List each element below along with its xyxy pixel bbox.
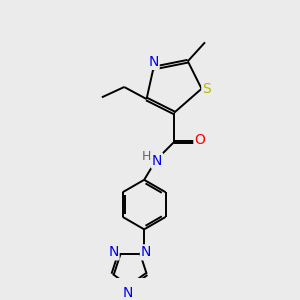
Text: O: O	[194, 133, 205, 147]
Text: H: H	[141, 150, 151, 163]
Text: N: N	[141, 245, 151, 259]
Text: N: N	[152, 154, 162, 168]
Text: N: N	[108, 245, 118, 259]
Text: S: S	[202, 82, 211, 96]
Text: N: N	[148, 55, 159, 69]
Text: N: N	[123, 286, 133, 300]
